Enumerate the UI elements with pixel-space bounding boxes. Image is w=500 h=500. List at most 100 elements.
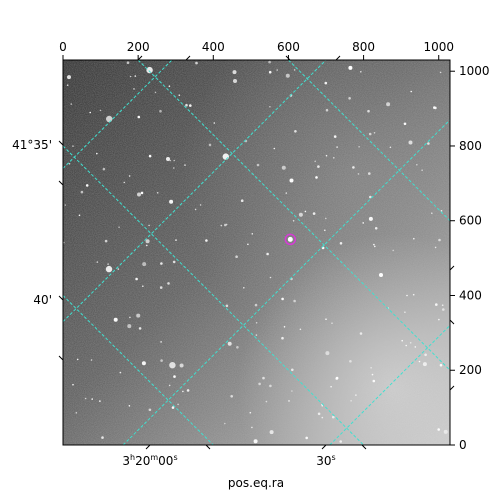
star <box>142 262 147 267</box>
star <box>255 322 258 324</box>
star <box>128 175 131 177</box>
star <box>182 390 184 393</box>
star <box>128 405 131 407</box>
svg-text:3h20m00s: 3h20m00s <box>122 453 177 468</box>
star <box>273 147 276 150</box>
star <box>369 195 372 199</box>
dec-grid-line <box>63 60 173 169</box>
star <box>416 163 418 166</box>
star <box>434 246 437 249</box>
plot-frame <box>62 59 451 446</box>
star <box>168 85 171 87</box>
world-axis-tick <box>321 444 327 450</box>
plot-area <box>62 59 451 446</box>
star <box>441 304 444 307</box>
star <box>294 130 297 133</box>
star <box>99 109 102 112</box>
dec-grid-line <box>329 325 450 445</box>
star <box>373 132 376 134</box>
star <box>317 412 321 416</box>
star <box>159 109 162 113</box>
star <box>173 167 175 169</box>
star <box>85 184 89 187</box>
star <box>268 70 272 74</box>
star <box>349 360 352 363</box>
star <box>281 297 284 301</box>
star <box>283 326 286 328</box>
star <box>90 359 93 361</box>
star <box>424 353 427 357</box>
star <box>289 178 294 183</box>
right-pixel-axis: 0 200 400 600 800 1000 <box>450 64 490 452</box>
star <box>405 344 408 347</box>
star <box>179 363 184 368</box>
star <box>325 318 327 321</box>
star <box>225 304 229 308</box>
star <box>145 239 150 244</box>
dec-grid-line <box>122 119 450 445</box>
star <box>75 412 78 414</box>
star <box>127 324 132 329</box>
star <box>285 73 290 78</box>
star <box>442 308 445 311</box>
star <box>89 111 91 114</box>
star <box>440 210 443 212</box>
star <box>324 229 326 232</box>
star <box>258 382 261 386</box>
image-noise <box>63 60 450 445</box>
ra-grid-line <box>63 295 214 445</box>
star <box>368 172 371 175</box>
star <box>137 192 141 197</box>
star <box>314 160 317 163</box>
star <box>171 406 175 409</box>
star <box>431 212 433 214</box>
star <box>141 361 146 366</box>
star-field <box>63 60 448 444</box>
dec-grid-line <box>63 60 327 323</box>
star <box>134 75 137 77</box>
star <box>333 135 337 138</box>
star <box>195 61 198 65</box>
star <box>225 223 228 226</box>
star <box>330 385 332 388</box>
star <box>107 263 109 265</box>
star <box>288 400 290 402</box>
star <box>348 97 351 100</box>
star <box>104 239 108 243</box>
star <box>268 60 271 64</box>
star <box>339 440 343 443</box>
world-axis-tick <box>205 444 211 450</box>
star <box>379 273 383 277</box>
star <box>291 390 293 392</box>
star <box>373 243 375 246</box>
star <box>433 106 436 109</box>
star <box>256 163 260 167</box>
star <box>355 394 357 396</box>
star <box>392 249 395 252</box>
star <box>184 164 186 166</box>
star <box>410 90 413 93</box>
dec-tick-label-1: 41°35' <box>12 138 52 152</box>
star <box>291 368 294 372</box>
star <box>325 154 328 157</box>
top-axis-tick-label: 1000 <box>423 40 454 54</box>
star <box>368 216 373 221</box>
star <box>324 81 328 85</box>
star <box>123 181 126 184</box>
star <box>133 88 135 90</box>
star <box>437 428 441 431</box>
star <box>357 173 360 175</box>
ra-grid-line <box>288 60 450 222</box>
svg-text:30s: 30s <box>316 453 335 468</box>
world-axis-tick <box>449 319 455 325</box>
star <box>262 376 265 380</box>
star <box>96 261 99 263</box>
world-coordinate-ticks <box>58 55 455 450</box>
star <box>118 226 120 228</box>
star <box>371 373 374 376</box>
star <box>336 146 338 148</box>
right-axis-tick-label: 600 <box>459 214 482 228</box>
star <box>101 436 104 439</box>
star <box>312 212 316 215</box>
